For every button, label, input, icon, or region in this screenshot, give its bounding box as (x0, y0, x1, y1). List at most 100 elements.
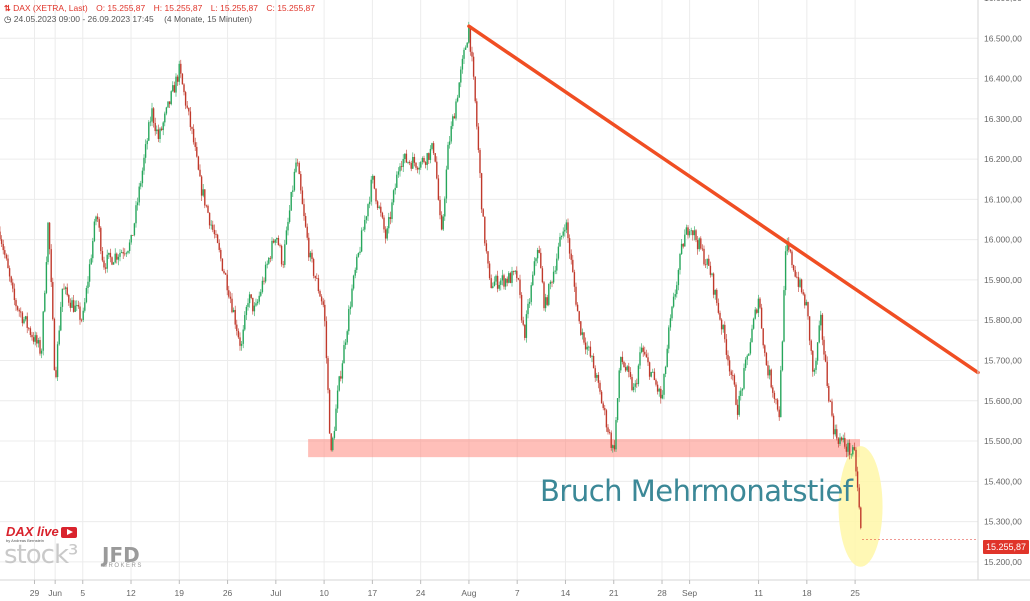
candle-body (576, 304, 579, 312)
candle-body (597, 374, 600, 383)
candle-body (548, 283, 550, 305)
candle-body (461, 58, 464, 70)
candle-body (338, 376, 340, 391)
candle-body (552, 271, 555, 283)
candle-body (255, 303, 257, 306)
candle-body (644, 351, 646, 355)
candle-body (32, 337, 35, 342)
candle-body (101, 251, 104, 261)
candle-body (10, 276, 12, 283)
dax-live-sub: by Andreas Bernstein (6, 538, 45, 543)
candle-body (460, 69, 462, 83)
candle-body (402, 158, 404, 167)
candle-body (215, 234, 217, 235)
candle-body (340, 376, 342, 379)
candle-body (404, 153, 406, 159)
candle-body (704, 264, 707, 266)
candle-body (484, 216, 486, 244)
candle-body (839, 437, 841, 444)
candle-body (685, 227, 688, 235)
x-tick-label: 17 (368, 588, 378, 598)
candle-body (183, 84, 185, 93)
candle-body (573, 272, 576, 287)
candle-body (751, 328, 753, 343)
candle-body (239, 337, 241, 346)
candle-body (754, 309, 756, 319)
candle-body (783, 290, 785, 342)
candle-body (156, 129, 158, 132)
candle-body (223, 270, 225, 274)
candle-body (276, 237, 278, 240)
candle-body (706, 258, 708, 265)
candle-body (106, 254, 108, 269)
candle-body (184, 92, 187, 106)
candle-body (400, 166, 403, 168)
candle-body (703, 248, 705, 265)
x-tick-label: 11 (754, 588, 763, 598)
candle-body (56, 344, 59, 378)
candle-body (796, 276, 798, 278)
candle-body (628, 366, 630, 373)
candle-body (144, 144, 147, 158)
x-tick-label: 28 (657, 588, 667, 598)
candle-body (488, 263, 491, 279)
candle-body (688, 231, 691, 236)
candle-body (157, 129, 160, 139)
candle-body (132, 234, 134, 236)
candle-body (304, 216, 307, 227)
candle-body (130, 234, 132, 243)
candle-body (664, 366, 667, 374)
candle-body (5, 254, 8, 259)
candle-body (604, 408, 606, 411)
candle-body (119, 252, 121, 257)
y-tick-label: 16.100,00 (984, 194, 1022, 204)
candle-body (52, 282, 54, 320)
candle-body (24, 316, 27, 320)
candle-body (168, 101, 171, 105)
candle-body (172, 85, 174, 92)
candle-body (639, 352, 641, 366)
y-tick-label: 15.200,00 (984, 557, 1022, 567)
candle-body (450, 126, 452, 142)
candle-body (381, 212, 384, 218)
candle-body (309, 252, 312, 258)
candle-body (295, 162, 297, 172)
candle-body (708, 258, 710, 266)
x-tick-label: 26 (223, 588, 233, 598)
candle-body (100, 227, 102, 252)
candle-body (20, 311, 22, 313)
candle-body (64, 287, 67, 289)
candle-body (504, 278, 507, 287)
candle-body (760, 307, 763, 329)
candle-body (794, 270, 796, 277)
candle-body (244, 315, 246, 330)
candle-body (682, 243, 684, 247)
candle-body (42, 311, 44, 351)
candle-body (791, 251, 793, 266)
candle-body (744, 359, 747, 369)
candle-body (125, 252, 128, 254)
candle-body (709, 265, 712, 275)
candle-body (138, 186, 140, 203)
candle-body (96, 216, 99, 220)
candle-body (848, 442, 851, 455)
candle-body (328, 389, 331, 434)
candle-body (271, 240, 273, 259)
candle-body (580, 321, 582, 335)
candle-body (842, 437, 844, 440)
candle-body (740, 390, 742, 396)
candle-body (772, 387, 774, 393)
candle-body (528, 301, 531, 304)
candle-body (575, 286, 577, 305)
candle-body (853, 447, 856, 450)
candle-body (114, 253, 116, 263)
candle-body (333, 430, 336, 438)
candle-body (39, 340, 41, 354)
candle-body (524, 324, 526, 338)
candle-body (136, 202, 139, 206)
candle-body (525, 314, 528, 338)
candle-body (568, 238, 571, 254)
candle-body (380, 206, 382, 213)
candle-body (247, 303, 249, 307)
